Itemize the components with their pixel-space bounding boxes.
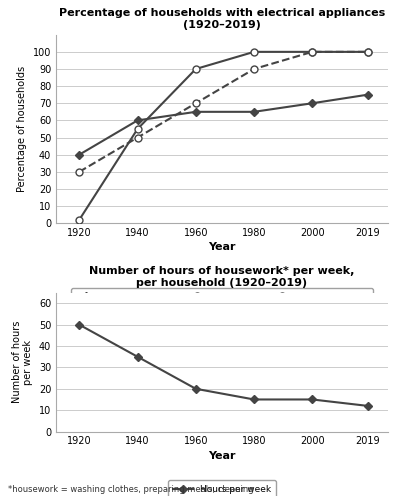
Title: Percentage of households with electrical appliances
(1920–2019): Percentage of households with electrical… — [59, 8, 385, 30]
Y-axis label: Percentage of households: Percentage of households — [17, 66, 27, 192]
Title: Number of hours of housework* per week,
per household (1920–2019): Number of hours of housework* per week, … — [89, 266, 355, 288]
Text: *housework = washing clothes, preparing meals, cleaning: *housework = washing clothes, preparing … — [8, 485, 254, 494]
Legend: Washing machine, Refrigerator, Vacuum cleaner: Washing machine, Refrigerator, Vacuum cl… — [71, 288, 373, 306]
X-axis label: Year: Year — [208, 450, 236, 461]
Y-axis label: Number of hours
per week: Number of hours per week — [12, 321, 33, 403]
X-axis label: Year: Year — [208, 242, 236, 252]
Legend: Hours per week: Hours per week — [168, 481, 276, 496]
